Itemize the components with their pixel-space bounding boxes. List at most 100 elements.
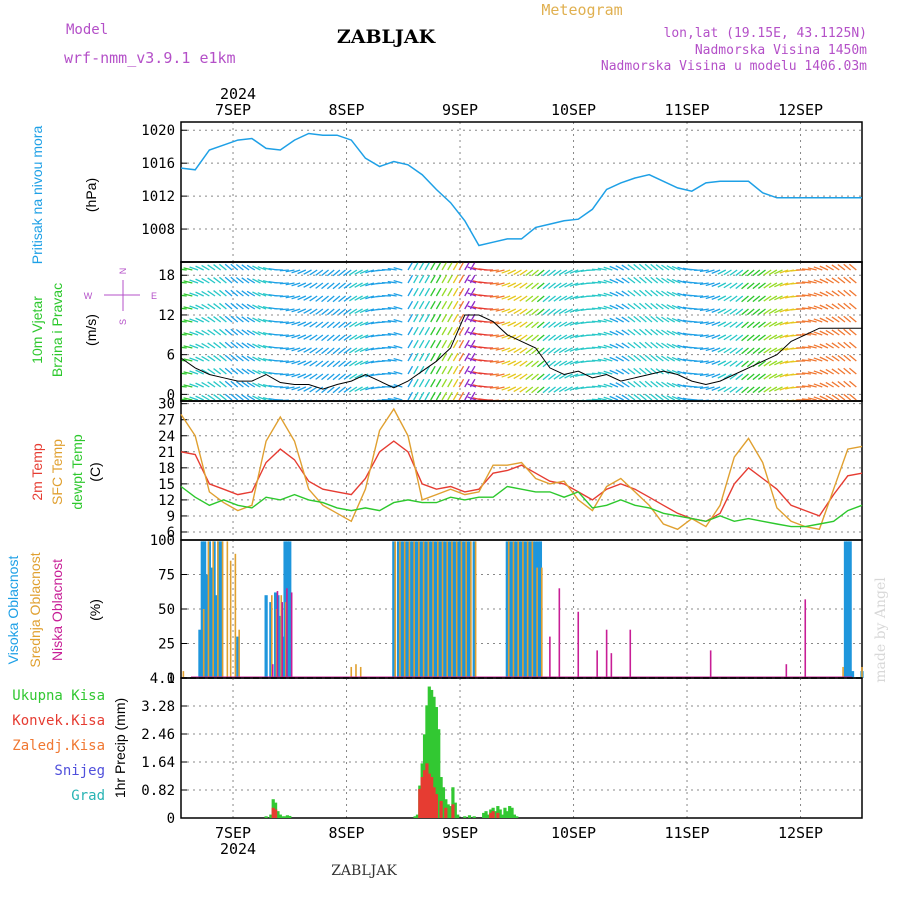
- wind-arrow: [633, 263, 642, 271]
- wind-arrow: [779, 373, 789, 378]
- wind-arrow: [666, 395, 676, 401]
- wind-arrow: [757, 360, 766, 367]
- wind-arrow: [519, 269, 528, 276]
- mid-cloud-bar: [229, 560, 232, 678]
- wind-arrow: [343, 347, 352, 354]
- wind-arrow: [639, 328, 647, 336]
- wind-arrow: [553, 295, 562, 302]
- wind-arrow: [627, 355, 636, 362]
- wind-arrow: [699, 321, 709, 325]
- wind-arrow: [825, 381, 834, 388]
- wind-arrow: [430, 287, 436, 297]
- wind-arrow: [752, 269, 761, 277]
- wind-arrow: [813, 383, 823, 388]
- wind-arrow: [257, 318, 267, 323]
- mid-cloud-bar: [536, 567, 538, 678]
- wind-arrow: [297, 386, 307, 392]
- conv-rain-bar: [489, 812, 493, 818]
- wind-arrow: [711, 360, 721, 365]
- wind-arrow: [774, 373, 783, 379]
- wind-arrow: [661, 355, 670, 362]
- wind-arrow: [230, 341, 239, 349]
- wind-arrow: [464, 391, 470, 401]
- wind-arrow: [807, 267, 817, 271]
- wind-arrow: [321, 347, 329, 355]
- wind-arrow: [763, 386, 772, 393]
- wind-arrow: [315, 347, 324, 354]
- wind-arrow: [677, 396, 687, 401]
- wind-arrow: [644, 393, 653, 401]
- high-cloud-bar: [219, 541, 223, 678]
- wind-arrow: [741, 386, 749, 394]
- bottom-date-label: 12SEP: [778, 824, 823, 842]
- wind-arrow: [768, 321, 778, 328]
- wind-arrow: [309, 269, 318, 276]
- wind-arrow: [458, 391, 465, 401]
- wind-arrow: [801, 372, 812, 375]
- wind-arrow: [741, 295, 749, 303]
- wind-arrow: [230, 380, 239, 388]
- wind-arrow: [644, 380, 653, 388]
- wind-arrow: [746, 386, 755, 394]
- wind-arrow: [615, 395, 624, 401]
- wind-arrow: [207, 355, 216, 362]
- wind-arrow: [349, 295, 358, 302]
- wind-arrow: [354, 269, 363, 275]
- wind-arrow: [452, 300, 459, 310]
- wind-arrow: [195, 304, 204, 310]
- wind-arrow: [774, 308, 783, 314]
- wind-arrow: [542, 334, 551, 342]
- conv-rain-bar: [425, 763, 429, 818]
- wind-arrow: [365, 282, 375, 287]
- wind-arrow: [746, 295, 755, 303]
- wind-arrow: [181, 268, 187, 271]
- wind-arrow: [297, 282, 307, 288]
- wind-arrow: [768, 386, 778, 393]
- mid-cloud-bar: [422, 541, 425, 678]
- wind-arrow: [183, 332, 193, 336]
- wind-arrow: [536, 334, 545, 342]
- high-cloud-bar: [420, 541, 424, 678]
- wind-arrow: [711, 269, 721, 274]
- elevation-text: Nadmorska Visina 1450m: [695, 43, 867, 58]
- wind-arrow: [262, 370, 272, 375]
- total-rain-bar: [472, 816, 476, 818]
- wind-arrow: [315, 308, 324, 315]
- wind-arrow: [332, 295, 341, 303]
- wind-arrow: [418, 339, 425, 349]
- wind-arrow: [447, 326, 453, 336]
- wind-arrow: [633, 276, 642, 284]
- temp-sfc-line: [180, 407, 863, 531]
- wind-arrow: [207, 329, 216, 336]
- wind-arrow: [671, 291, 681, 297]
- wind-arrow: [591, 307, 602, 310]
- wind-arrow: [597, 267, 607, 271]
- wind-arrow: [413, 378, 419, 388]
- wind-arrow: [213, 381, 222, 388]
- wind-arrow: [338, 282, 346, 290]
- wind-arrow: [207, 394, 216, 401]
- high-cloud-bar: [531, 541, 535, 678]
- high-cloud-bar: [404, 541, 408, 678]
- wind-arrow: [257, 370, 267, 375]
- wind-arrow: [655, 342, 664, 349]
- wind-arrow: [279, 295, 289, 298]
- wind-arrow: [354, 386, 363, 392]
- wind-arrow: [359, 334, 369, 340]
- wind-arrow: [801, 281, 812, 284]
- wind-arrow: [699, 295, 709, 299]
- wind-arrow: [666, 356, 676, 362]
- wind-arrow: [413, 326, 419, 336]
- high-cloud-bar: [264, 595, 268, 678]
- wind-arrow: [387, 293, 397, 297]
- wind-arrow: [615, 291, 624, 297]
- wind-arrow: [315, 334, 324, 341]
- wind-arrow: [262, 396, 272, 401]
- wind-arrow: [365, 386, 375, 391]
- wind-arrow: [661, 342, 670, 349]
- wind-arrow: [650, 289, 659, 297]
- wind-arrow: [279, 347, 289, 350]
- wind-arrow: [435, 352, 442, 362]
- model-label: Model: [66, 22, 108, 38]
- wind-arrow: [413, 262, 419, 271]
